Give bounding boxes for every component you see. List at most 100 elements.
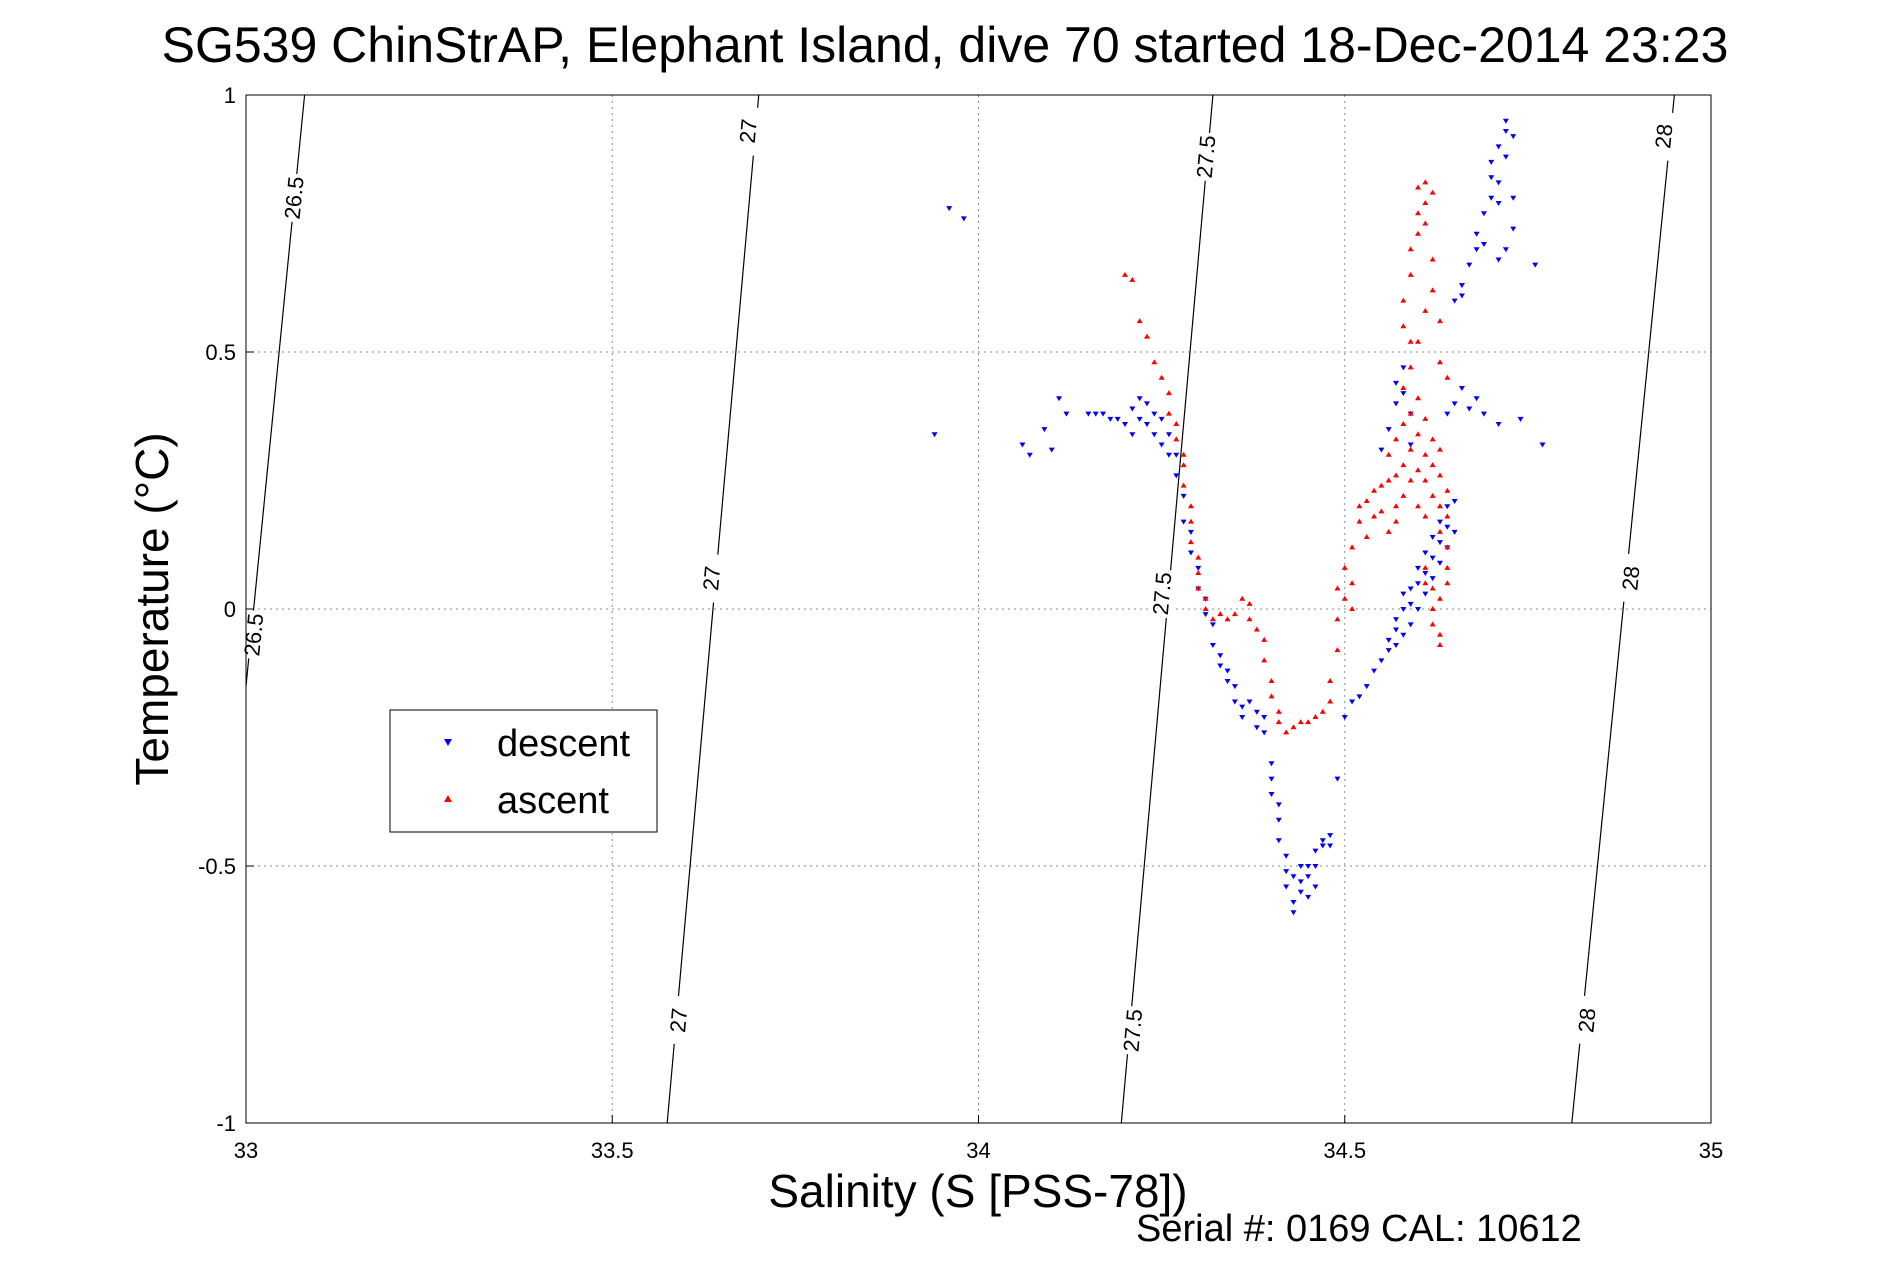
descent-point xyxy=(1393,380,1400,386)
isopycnal-label-bg xyxy=(1572,995,1601,1046)
descent-point xyxy=(1224,678,1231,684)
descent-point xyxy=(1415,565,1421,571)
isopycnal-label: 27.5 xyxy=(1118,1008,1147,1053)
descent-point xyxy=(1400,632,1407,638)
descent-point xyxy=(1283,853,1290,859)
ascent-point xyxy=(1415,467,1421,473)
ascent-point xyxy=(1415,230,1421,236)
ascent-point xyxy=(1151,359,1158,365)
descent-point xyxy=(1407,622,1414,628)
descent-point xyxy=(1063,411,1070,417)
ascent-point xyxy=(1444,564,1451,570)
ascent-point xyxy=(1195,570,1202,576)
descent-point xyxy=(1253,709,1260,715)
isopycnal-label: 26.5 xyxy=(239,612,268,657)
ascent-point xyxy=(1429,492,1436,498)
isopycnal-label-bg xyxy=(697,553,726,604)
ascent-point xyxy=(1422,179,1429,185)
ascent-point xyxy=(1422,199,1429,205)
descent-point xyxy=(1415,581,1421,587)
ascent-point xyxy=(1407,246,1414,252)
descent-point xyxy=(1495,200,1502,206)
ascent-point xyxy=(1407,338,1414,344)
descent-point xyxy=(1371,668,1378,674)
descent-point xyxy=(1488,175,1495,181)
descent-point xyxy=(1385,427,1392,433)
descent-point xyxy=(1407,586,1414,592)
ascent-point xyxy=(1239,595,1246,601)
descent-point xyxy=(1239,704,1246,710)
isopycnal-line xyxy=(666,94,760,1124)
legend-label-descent: descent xyxy=(497,723,631,765)
ascent-point xyxy=(1341,595,1348,601)
descent-point xyxy=(1261,730,1268,736)
descent-point xyxy=(1129,432,1136,438)
ascent-point xyxy=(1327,698,1334,704)
descent-point xyxy=(1488,195,1495,201)
descent-point xyxy=(1400,591,1407,597)
descent-point xyxy=(1114,416,1121,422)
ascent-point xyxy=(1429,189,1436,195)
ascent-point xyxy=(1400,323,1407,329)
ascent-point xyxy=(1429,436,1436,442)
ascent-point xyxy=(1165,390,1172,396)
descent-point xyxy=(1393,401,1400,407)
ascent-point xyxy=(1378,508,1385,514)
descent-point xyxy=(1224,668,1231,674)
descent-point xyxy=(1378,447,1385,453)
descent-point xyxy=(1158,416,1165,422)
descent-point xyxy=(1195,565,1202,571)
x-tick-label: 33.5 xyxy=(591,1138,634,1163)
ascent-point xyxy=(1407,271,1414,277)
isopycnal-label-bg xyxy=(1118,1005,1147,1056)
descent-point xyxy=(1165,452,1172,458)
ascent-point xyxy=(1429,256,1436,262)
ascent-point xyxy=(1371,513,1378,519)
ascent-point xyxy=(1422,307,1429,313)
ascent-point xyxy=(1122,271,1128,277)
descent-point xyxy=(1283,884,1290,890)
ascent-point xyxy=(1136,318,1143,324)
ascent-point xyxy=(1334,647,1341,653)
ascent-point xyxy=(1422,415,1429,421)
legend-label-ascent: ascent xyxy=(497,780,609,822)
ascent-point xyxy=(1224,616,1231,622)
descent-point xyxy=(1349,699,1356,705)
y-tick-label: 1 xyxy=(224,83,236,108)
ascent-point xyxy=(1363,498,1370,504)
chart-title: SG539 ChinStrAP, Elephant Island, dive 7… xyxy=(162,17,1729,73)
descent-point xyxy=(1268,776,1275,782)
ascent-point xyxy=(1385,528,1392,534)
ascent-point xyxy=(1173,420,1180,426)
ascent-point xyxy=(1444,513,1451,519)
descent-point xyxy=(1444,411,1451,417)
descent-point xyxy=(1290,874,1297,880)
isopycnal-line xyxy=(1571,94,1675,1124)
isopycnal-label-bg xyxy=(733,106,762,156)
descent-point xyxy=(1502,154,1509,160)
ascent-point xyxy=(1261,657,1268,663)
ascent-point xyxy=(1165,410,1172,416)
descent-point xyxy=(1466,406,1473,412)
ascent-point xyxy=(1422,477,1429,483)
descent-point xyxy=(1268,792,1275,798)
descent-point xyxy=(1495,257,1502,263)
descent-point xyxy=(1217,653,1224,659)
descent-point xyxy=(1312,864,1319,869)
y-tick-label: 0.5 xyxy=(205,340,236,365)
descent-point xyxy=(1019,442,1026,448)
ascent-point xyxy=(1334,616,1341,622)
ascent-point xyxy=(1187,518,1194,524)
descent-point xyxy=(1451,298,1458,304)
descent-point xyxy=(1458,293,1465,299)
descent-point xyxy=(1378,658,1385,664)
ascent-point xyxy=(1319,708,1326,714)
ascent-point xyxy=(1415,503,1421,509)
ascent-point xyxy=(1400,462,1407,468)
descent-point xyxy=(1180,519,1187,525)
descent-point xyxy=(1297,879,1304,885)
descent-point xyxy=(1495,421,1502,427)
ascent-point xyxy=(1217,611,1224,617)
